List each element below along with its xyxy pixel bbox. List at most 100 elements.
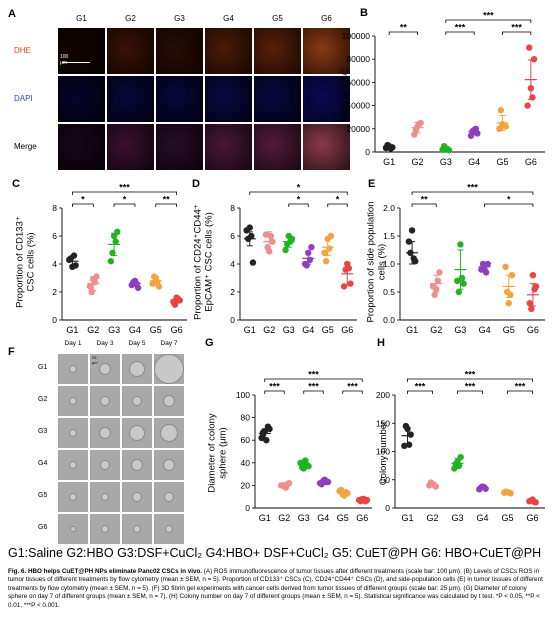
colony-sphere bbox=[154, 354, 184, 384]
panel-h-xtick-label: G1 bbox=[401, 513, 413, 523]
colony-image-G3-day1 bbox=[58, 418, 88, 448]
data-point bbox=[269, 238, 276, 245]
micrograph-dhe-G1 bbox=[58, 28, 105, 74]
panel-d-xtick-label: G4 bbox=[302, 325, 314, 335]
colony-image-G4-day2 bbox=[90, 450, 120, 480]
panel-h-ytick-label: 100 bbox=[376, 447, 390, 457]
significance-bracket bbox=[484, 203, 534, 207]
panel-c-ytick-label: 4 bbox=[52, 259, 57, 269]
colony-image-G1-day1 bbox=[58, 354, 88, 384]
colony-image-G3-day4 bbox=[154, 418, 184, 448]
significance-bracket bbox=[72, 191, 177, 195]
micrograph-dhe-G5 bbox=[254, 28, 301, 74]
data-point bbox=[528, 305, 535, 312]
data-point bbox=[457, 453, 464, 461]
significance-bracket bbox=[113, 203, 136, 207]
significance-bracket bbox=[507, 390, 533, 394]
panel-e-ylabel: Proportion of side population bbox=[366, 202, 377, 323]
colony-image-G3-day2 bbox=[90, 418, 120, 448]
panel-e-xtick-label: G6 bbox=[527, 325, 539, 335]
panel-e-letter: E bbox=[368, 178, 375, 190]
data-point bbox=[279, 482, 286, 489]
data-point bbox=[259, 429, 267, 436]
data-point bbox=[112, 238, 119, 245]
panel-b-ytick-label: 80000 bbox=[346, 54, 370, 64]
panel-b-xtick-label: G3 bbox=[440, 157, 452, 167]
significance-label: *** bbox=[308, 382, 319, 392]
significance-bracket bbox=[445, 19, 532, 23]
data-point bbox=[285, 479, 293, 487]
data-point bbox=[472, 125, 479, 132]
data-point bbox=[508, 272, 516, 279]
data-point bbox=[246, 224, 253, 231]
colony-sphere bbox=[129, 361, 145, 377]
colony-image-G2-day4 bbox=[154, 386, 184, 416]
colony-sphere bbox=[165, 525, 173, 533]
panel-h-ylabel: Colony number bbox=[378, 421, 389, 485]
colony-image-G2-day1 bbox=[58, 386, 88, 416]
data-point bbox=[154, 279, 161, 286]
panel-g-ylabel: Diameter of colony bbox=[207, 413, 218, 492]
panel-a-col-G3: G3 bbox=[174, 14, 185, 23]
panel-g-ytick-label: 100 bbox=[236, 390, 250, 400]
significance-label: ** bbox=[163, 195, 171, 205]
micrograph-merge-G6 bbox=[303, 124, 350, 170]
micrograph-dhe-G6 bbox=[303, 28, 350, 74]
data-point bbox=[444, 145, 451, 153]
data-point bbox=[454, 277, 461, 284]
panel-d-ytick-label: 0 bbox=[230, 315, 235, 325]
panel-c-xtick-label: G5 bbox=[150, 325, 162, 335]
micrograph-dapi-G4 bbox=[205, 76, 252, 122]
colony-image-G2-day2 bbox=[90, 386, 120, 416]
significance-label: *** bbox=[308, 370, 319, 380]
data-point bbox=[410, 255, 417, 262]
panel-d-xtick-label: G1 bbox=[244, 325, 256, 335]
colony-sphere bbox=[69, 397, 77, 405]
data-point bbox=[415, 120, 423, 128]
data-point bbox=[530, 498, 538, 505]
significance-bracket bbox=[303, 390, 324, 394]
panel-c-ytick-label: 0 bbox=[52, 315, 57, 325]
panel-e-xtick-label: G2 bbox=[430, 325, 442, 335]
significance-label: * bbox=[81, 195, 85, 205]
colony-image-G1-day3 bbox=[122, 354, 152, 384]
data-point bbox=[460, 280, 467, 287]
data-point bbox=[480, 483, 488, 491]
micrograph-dhe-G3 bbox=[156, 28, 203, 74]
colony-image-G4-day3 bbox=[122, 450, 152, 480]
panel-h-xtick-label: G3 bbox=[451, 513, 463, 523]
panel-g-ytick-label: 20 bbox=[241, 480, 251, 490]
data-point bbox=[345, 265, 353, 272]
panel-a-row-dhe: DHE bbox=[14, 46, 31, 55]
panel-c-letter: C bbox=[12, 178, 20, 190]
panel-a-row-dapi: DAPI bbox=[14, 94, 33, 103]
significance-bracket bbox=[342, 390, 363, 394]
colony-sphere bbox=[99, 363, 111, 375]
panel-a-scalebar-label: 100 μm bbox=[60, 54, 69, 66]
panel-h-ytick-label: 0 bbox=[385, 503, 390, 513]
panel-a-col-G4: G4 bbox=[223, 14, 234, 23]
data-point bbox=[93, 273, 100, 280]
panel-f-row-G3: G3 bbox=[38, 428, 48, 435]
significance-label: *** bbox=[483, 11, 494, 21]
significance-label: * bbox=[297, 183, 301, 193]
colony-sphere bbox=[69, 429, 77, 437]
data-point bbox=[305, 462, 312, 470]
data-point bbox=[86, 283, 94, 290]
panel-b-letter: B bbox=[360, 7, 368, 19]
panel-d-ytick-label: 4 bbox=[230, 259, 235, 269]
caption-title: Fig. 6. HBO helps CuET@PH NPs eliminate … bbox=[8, 568, 203, 575]
data-point bbox=[298, 460, 306, 468]
panel-d-xtick-label: G3 bbox=[283, 325, 295, 335]
panel-g-xtick-label: G1 bbox=[259, 513, 271, 523]
data-point bbox=[479, 260, 487, 268]
panel-e-ytick-label: 1.0 bbox=[383, 259, 395, 269]
panel-e-xtick-label: G3 bbox=[454, 325, 466, 335]
significance-label: *** bbox=[347, 382, 358, 392]
data-point bbox=[347, 280, 354, 287]
group-legend: G1:Saline G2:HBO G3:DSF+CuCl₂ G4:HBO+ DS… bbox=[8, 546, 542, 560]
data-point bbox=[405, 238, 413, 245]
significance-bracket bbox=[407, 390, 433, 394]
data-point bbox=[267, 232, 275, 240]
panel-h-xtick-label: G2 bbox=[426, 513, 438, 523]
